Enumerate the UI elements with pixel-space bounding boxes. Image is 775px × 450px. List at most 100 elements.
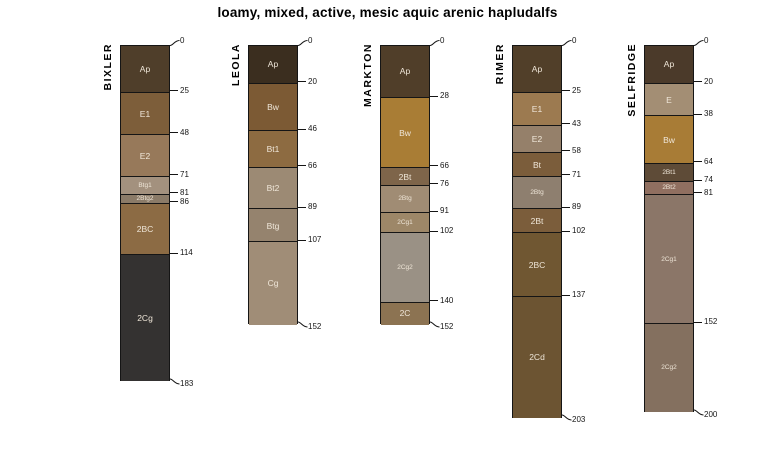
horizon-rect: Ap	[513, 46, 561, 92]
horizon-label: 2Bt	[530, 216, 544, 227]
horizon-label: Ap	[531, 63, 543, 74]
horizon-label: 2Bt	[398, 171, 412, 182]
horizon-rect: 2Cg2	[381, 232, 429, 303]
depth-tick-label: 66	[308, 160, 317, 170]
profile-leola: LEOLA Ap Bw Bt1 Bt2 Btg Cg 0 20 46 66 89 107 152	[230, 37, 321, 331]
depth-tick-label: 0	[440, 36, 445, 45]
horizon-rect: 2Cg	[121, 254, 169, 382]
depth-tick-label: 0	[704, 36, 709, 45]
depth-tick	[169, 174, 178, 176]
series-name-label: BIXLER	[102, 43, 114, 91]
horizon-label: 2Bt2	[662, 184, 676, 192]
depth-tick	[561, 123, 570, 124]
horizon-rect: Bw	[645, 115, 693, 165]
horizon-label: Ap	[399, 66, 411, 77]
horizon-rect: 2BC	[513, 232, 561, 298]
profile-column: Ap Bw 2Bt 2Btg 2Cg1 2Cg2 2C	[380, 45, 430, 325]
horizon-label: E	[666, 94, 672, 105]
horizon-label: Cg	[267, 278, 279, 289]
depth-tick-label: 28	[440, 91, 449, 101]
depth-tick	[169, 201, 178, 203]
horizon-rect: Bw	[381, 97, 429, 168]
depth-tick	[693, 321, 702, 323]
depth-tick	[561, 150, 570, 152]
depth-tick-label: 152	[308, 321, 322, 331]
depth-tick-label: 76	[440, 178, 449, 188]
depth-tick-label: 25	[572, 85, 581, 95]
horizon-label: Bt	[532, 159, 542, 170]
horizon-label: E2	[139, 150, 151, 161]
horizon-label: Bt1	[266, 144, 280, 155]
horizon-rect: E1	[121, 91, 169, 135]
depth-tick-curve	[693, 39, 704, 47]
horizon-rect: Bt	[513, 151, 561, 177]
horizon-label: Bt2	[266, 183, 280, 194]
depth-tick	[297, 81, 306, 82]
depth-tick-label: 81	[704, 187, 713, 197]
depth-tick-label: 140	[440, 295, 454, 305]
depth-tick-label: 91	[440, 206, 449, 216]
depth-tick-label: 152	[440, 321, 454, 331]
depth-tick-label: 89	[572, 202, 581, 212]
depth-tick-label: 86	[180, 196, 189, 206]
horizon-label: 2Btg2	[136, 195, 154, 203]
depth-tick-label: 46	[308, 124, 317, 133]
horizon-rect: Bt1	[249, 130, 297, 168]
depth-tick	[561, 230, 570, 232]
horizon-rect: E2	[513, 124, 561, 154]
horizon-label: Bw	[399, 127, 411, 138]
horizon-rect: 2Bt	[513, 208, 561, 234]
depth-tick	[561, 294, 570, 296]
depth-tick-label: 58	[572, 145, 581, 155]
depth-tick-label: 25	[180, 85, 189, 95]
depth-tick-label: 137	[572, 290, 586, 299]
depth-tick-curve	[429, 39, 440, 47]
depth-tick-label: 102	[572, 226, 586, 236]
depth-tick-label: 0	[180, 36, 185, 45]
horizon-rect: 2Bt1	[645, 162, 693, 183]
depth-tick	[693, 81, 702, 82]
horizon-label: 2Cd	[529, 352, 545, 363]
horizon-rect: Ap	[645, 46, 693, 83]
horizon-rect: Ap	[381, 46, 429, 98]
depth-tick	[169, 252, 178, 254]
horizon-label: Ap	[267, 59, 279, 69]
depth-tick-label: 81	[180, 187, 189, 197]
horizon-rect: Bt2	[249, 166, 297, 210]
horizon-label: Btg1	[138, 181, 152, 189]
horizon-rect: 2Bt	[381, 166, 429, 187]
horizon-label: 2Cg1	[397, 219, 413, 227]
horizon-rect: 2Cg2	[645, 323, 693, 413]
depth-tick-curve	[297, 39, 308, 47]
horizon-label: 2Bt1	[662, 168, 676, 176]
horizon-label: 2Cg2	[397, 263, 413, 271]
depth-tick-label: 0	[308, 36, 313, 45]
depth-tick	[429, 183, 438, 185]
depth-tick-label: 102	[440, 226, 454, 236]
depth-tick	[429, 165, 438, 166]
profile-bixler: BIXLER Ap E1 E2 Btg1 2Btg2 2BC 2Cg 0 25 48 71 81 86 11…	[102, 37, 193, 388]
horizon-rect: Btg1	[121, 175, 169, 196]
depth-tick-label: 107	[308, 235, 322, 245]
horizon-rect: 2BC	[121, 202, 169, 256]
series-name-label: RIMER	[494, 43, 506, 85]
depth-tick-label: 183	[180, 378, 194, 388]
depth-tick-label: 20	[308, 76, 317, 86]
depth-tick-curve	[561, 414, 572, 422]
depth-tick	[429, 210, 438, 212]
depth-tick	[429, 230, 438, 232]
depth-tick	[693, 113, 702, 115]
horizon-label: Ap	[139, 63, 151, 74]
depth-tick	[297, 128, 306, 130]
profile-column: Ap E1 E2 Bt 2Btg 2Bt 2BC 2Cd	[512, 45, 562, 418]
depth-tick-label: 64	[704, 156, 713, 166]
depth-tick-label: 203	[572, 415, 586, 424]
profile-column: Ap E Bw 2Bt1 2Bt2 2Cg1 2Cg2	[644, 45, 694, 413]
depth-tick-label: 38	[704, 109, 713, 119]
horizon-rect: 2Btg	[381, 184, 429, 214]
depth-tick-label: 114	[180, 248, 193, 257]
horizon-rect: 2Cg1	[645, 193, 693, 325]
profile-selfridge: SELFRIDGE Ap E Bw 2Bt1 2Bt2 2Cg1 2Cg2 0 20 38 64 74 8…	[626, 37, 717, 419]
profile-markton: MARKTON Ap Bw 2Bt 2Btg 2Cg1 2Cg2 2C 0 28 66 76 91 102…	[362, 37, 453, 331]
